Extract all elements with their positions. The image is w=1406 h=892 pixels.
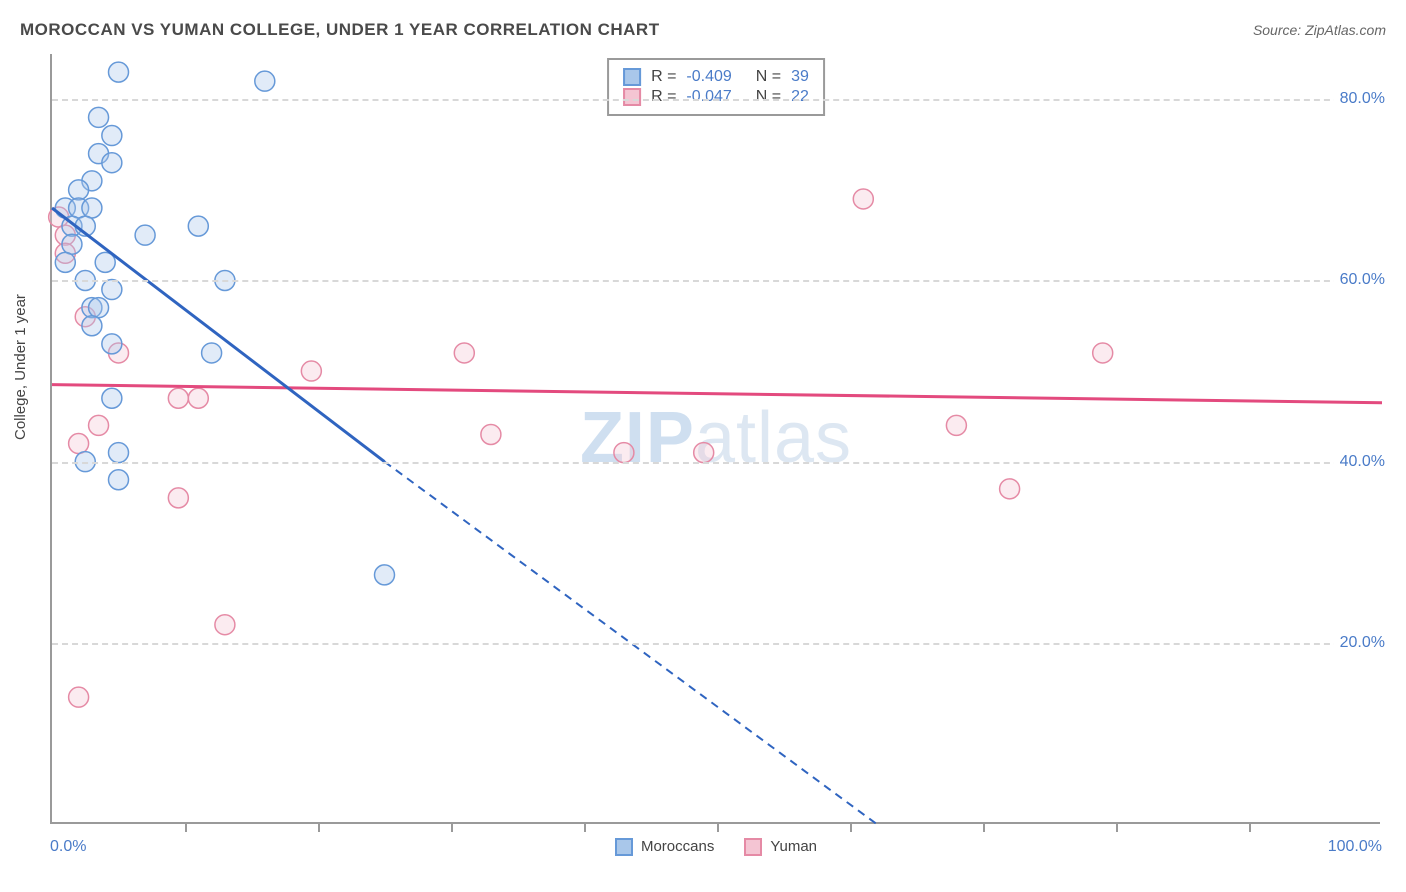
y-tick-label: 80.0%	[1334, 90, 1385, 108]
legend-stat-row: R =-0.409N =39	[623, 68, 809, 86]
x-tick	[717, 822, 719, 832]
chart-title: MOROCCAN VS YUMAN COLLEGE, UNDER 1 YEAR …	[20, 20, 660, 40]
y-tick-label: 20.0%	[1334, 634, 1385, 652]
legend-stats: R =-0.409N =39 R =-0.047N =22	[607, 58, 825, 116]
y-tick-label: 60.0%	[1334, 271, 1385, 289]
chart-svg	[52, 54, 1380, 822]
x-tick	[850, 822, 852, 832]
grid-line	[52, 99, 1380, 101]
x-max-label: 100.0%	[1328, 838, 1382, 856]
x-tick	[1116, 822, 1118, 832]
grid-line	[52, 643, 1380, 645]
legend-series-item: Yuman	[744, 838, 817, 856]
x-tick	[318, 822, 320, 832]
plot-area: ZIPatlas R =-0.409N =39R =-0.047N =22 Mo…	[50, 54, 1380, 824]
x-min-label: 0.0%	[50, 838, 86, 856]
legend-stat-row: R =-0.047N =22	[623, 88, 809, 106]
grid-line	[52, 462, 1380, 464]
chart-header: MOROCCAN VS YUMAN COLLEGE, UNDER 1 YEAR …	[20, 20, 1386, 40]
legend-series-item: Moroccans	[615, 838, 714, 856]
x-tick	[584, 822, 586, 832]
y-axis-label: College, Under 1 year	[12, 294, 29, 440]
x-tick	[983, 822, 985, 832]
source-label: Source: ZipAtlas.com	[1253, 22, 1386, 38]
x-tick	[1249, 822, 1251, 832]
grid-line	[52, 280, 1380, 282]
x-tick	[185, 822, 187, 832]
legend-series: Moroccans Yuman	[52, 838, 1380, 856]
x-tick	[451, 822, 453, 832]
y-tick-label: 40.0%	[1334, 453, 1385, 471]
